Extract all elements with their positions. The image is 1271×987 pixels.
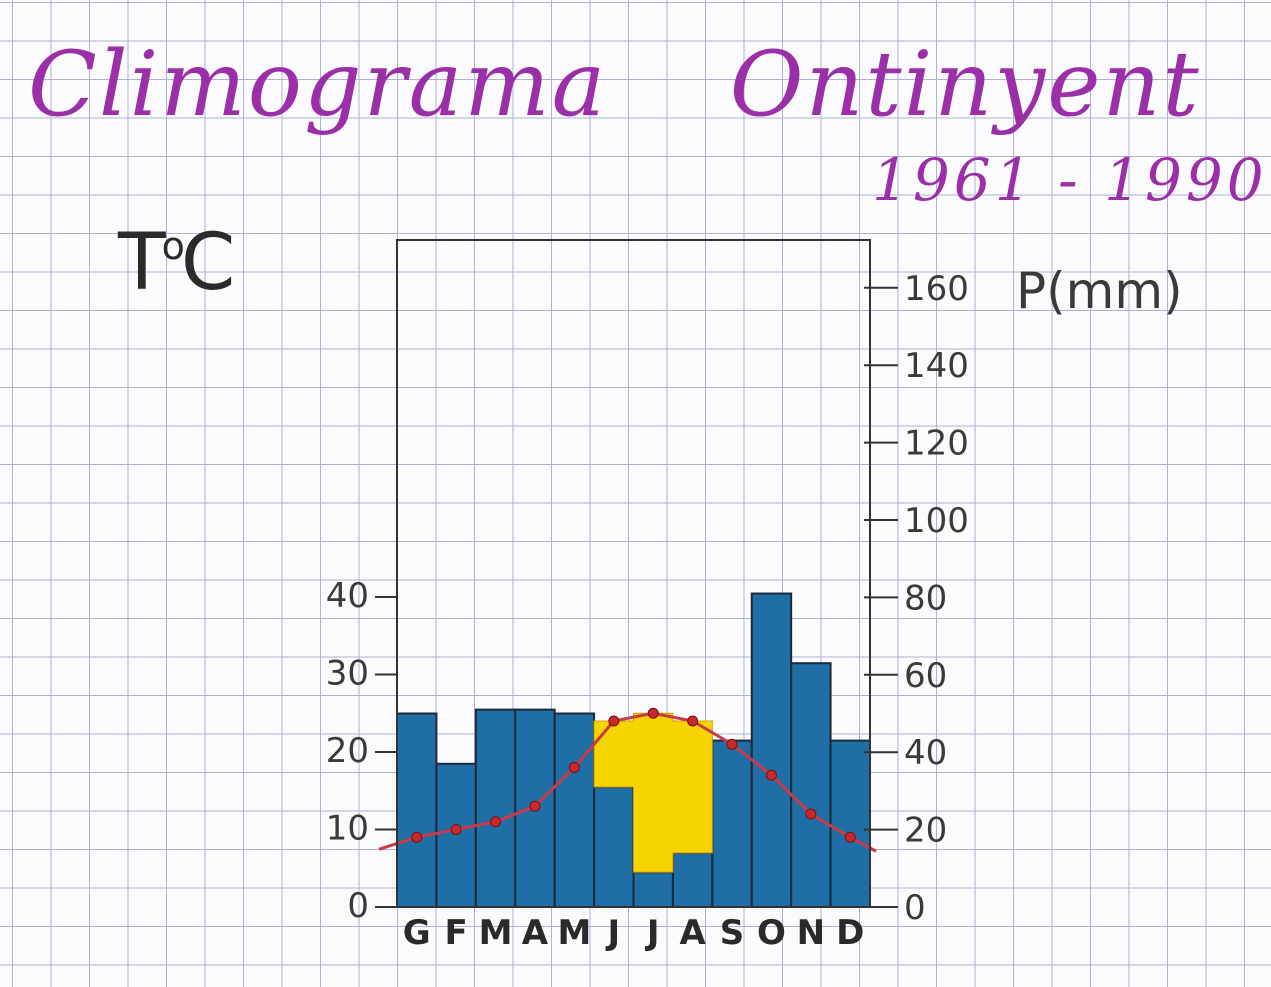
month-label-8: A — [679, 913, 706, 953]
temp-tick-label: 10 — [326, 809, 369, 849]
temp-point-11 — [805, 808, 817, 820]
temp-point-2 — [450, 824, 462, 835]
temp-point-12 — [844, 831, 856, 843]
month-label-2: F — [445, 913, 468, 953]
temp-tick-label: 0 — [347, 886, 369, 926]
precip-tick-label: 120 — [904, 424, 969, 464]
precip-bar-10 — [750, 592, 793, 909]
precip-bar-7 — [632, 871, 674, 908]
temp-tick-label: 20 — [326, 731, 369, 771]
temperature-axis-unit: ToC — [118, 218, 235, 308]
arid-period-area — [593, 712, 713, 873]
temperature-points — [411, 707, 856, 843]
chart-frame — [396, 239, 871, 908]
title-word: Climograma — [28, 32, 608, 137]
precipitation-axis-unit: P(mm) — [1016, 262, 1183, 320]
precip-bar-3 — [474, 708, 517, 908]
precip-tick-label: 0 — [904, 888, 926, 928]
temp-point-10 — [765, 769, 777, 781]
temp-point-6 — [608, 715, 620, 727]
temp-point-9 — [726, 738, 738, 750]
temp-point-3 — [490, 816, 502, 828]
month-label-9: S — [720, 913, 745, 953]
temp-tick-label: 30 — [326, 654, 369, 694]
unit-c: C — [180, 218, 236, 308]
unit-t: T — [118, 218, 166, 308]
chart-period: 1961 - 1990 — [872, 146, 1268, 214]
precip-bar-6 — [593, 786, 635, 909]
month-label-1: G — [403, 913, 431, 953]
month-label-11: N — [797, 913, 825, 953]
temp-tick-label: 40 — [326, 576, 369, 616]
precip-bar-8 — [671, 851, 714, 909]
month-label-10: O — [757, 913, 786, 953]
month-label-3: M — [479, 913, 513, 953]
plot-border — [396, 239, 871, 908]
precip-tick-label: 40 — [904, 733, 947, 773]
unit-degree: o — [161, 224, 185, 268]
temp-point-4 — [529, 800, 541, 812]
precip-tick-label: 160 — [904, 269, 969, 309]
temp-point-8 — [687, 715, 699, 727]
precip-bar-9 — [711, 739, 753, 909]
precip-tick-label: 80 — [904, 578, 947, 618]
axis-ticks: 0 10 20 30 40 0 20 40 60 80 100 120 140 160 — [326, 269, 969, 928]
chart-title: Climograma Ontinyent — [28, 32, 1201, 137]
precip-bar-1 — [396, 712, 438, 908]
month-label-6: J — [605, 913, 620, 953]
precip-bar-12 — [829, 739, 871, 909]
month-label-12: D — [836, 913, 864, 953]
temp-point-7 — [647, 707, 659, 719]
place-name: Ontinyent — [729, 32, 1201, 137]
precip-bar-2 — [435, 762, 477, 908]
precip-bar-11 — [790, 662, 832, 908]
precip-tick-label: 100 — [904, 501, 969, 541]
precip-bar-5 — [553, 712, 596, 908]
precip-tick-label: 20 — [904, 811, 947, 851]
precip-bar-4 — [514, 708, 556, 908]
temp-point-5 — [568, 762, 580, 773]
precip-tick-label: 140 — [904, 346, 969, 386]
month-label-4: A — [522, 913, 549, 953]
month-label-7: J — [645, 913, 660, 953]
month-label-5: M — [557, 913, 591, 953]
temperature-line — [378, 711, 877, 853]
temp-point-1 — [411, 831, 423, 843]
precip-tick-label: 60 — [904, 656, 947, 696]
